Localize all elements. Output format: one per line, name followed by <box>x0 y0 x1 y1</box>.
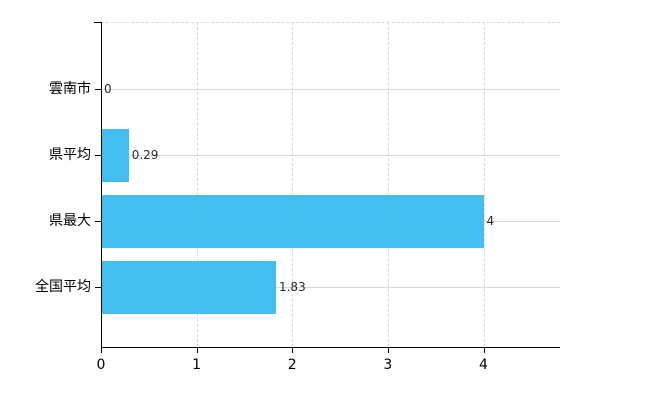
value-label: 0 <box>104 82 112 96</box>
x-axis-tick <box>483 347 485 353</box>
v-gridline <box>292 22 294 347</box>
y-axis-tick <box>94 22 101 23</box>
x-axis-tick <box>387 347 389 353</box>
x-axis-tick <box>101 347 102 353</box>
x-tick-label: 4 <box>479 357 488 373</box>
h-gridline <box>101 89 560 90</box>
category-label: 県最大 <box>49 213 91 229</box>
y-axis-tick <box>95 287 101 288</box>
value-label: 0.29 <box>131 148 159 162</box>
plot-top-border <box>101 22 560 23</box>
x-tick-label: 1 <box>192 357 202 373</box>
v-gridline <box>196 22 198 347</box>
v-gridline <box>483 22 485 347</box>
x-tick-label: 0 <box>96 357 106 373</box>
bar <box>101 128 129 182</box>
h-gridline <box>101 155 560 156</box>
x-tick-label: 3 <box>383 357 393 373</box>
x-axis-tick <box>292 347 294 353</box>
bar <box>101 194 484 248</box>
y-axis-tick <box>95 155 101 156</box>
h-gridline <box>101 287 560 288</box>
bar <box>101 260 276 314</box>
y-axis-tick <box>95 89 101 90</box>
value-label: 4 <box>486 214 495 228</box>
category-label: 全国平均 <box>35 279 91 295</box>
x-axis <box>101 347 560 348</box>
value-label: 1.83 <box>278 280 306 294</box>
y-axis-tick <box>95 221 101 222</box>
x-tick-label: 2 <box>287 357 297 373</box>
category-label: 県平均 <box>49 147 91 163</box>
category-label: 雲南市 <box>49 81 91 97</box>
v-gridline <box>387 22 389 347</box>
x-axis-tick <box>196 347 198 353</box>
y-axis <box>101 22 102 347</box>
